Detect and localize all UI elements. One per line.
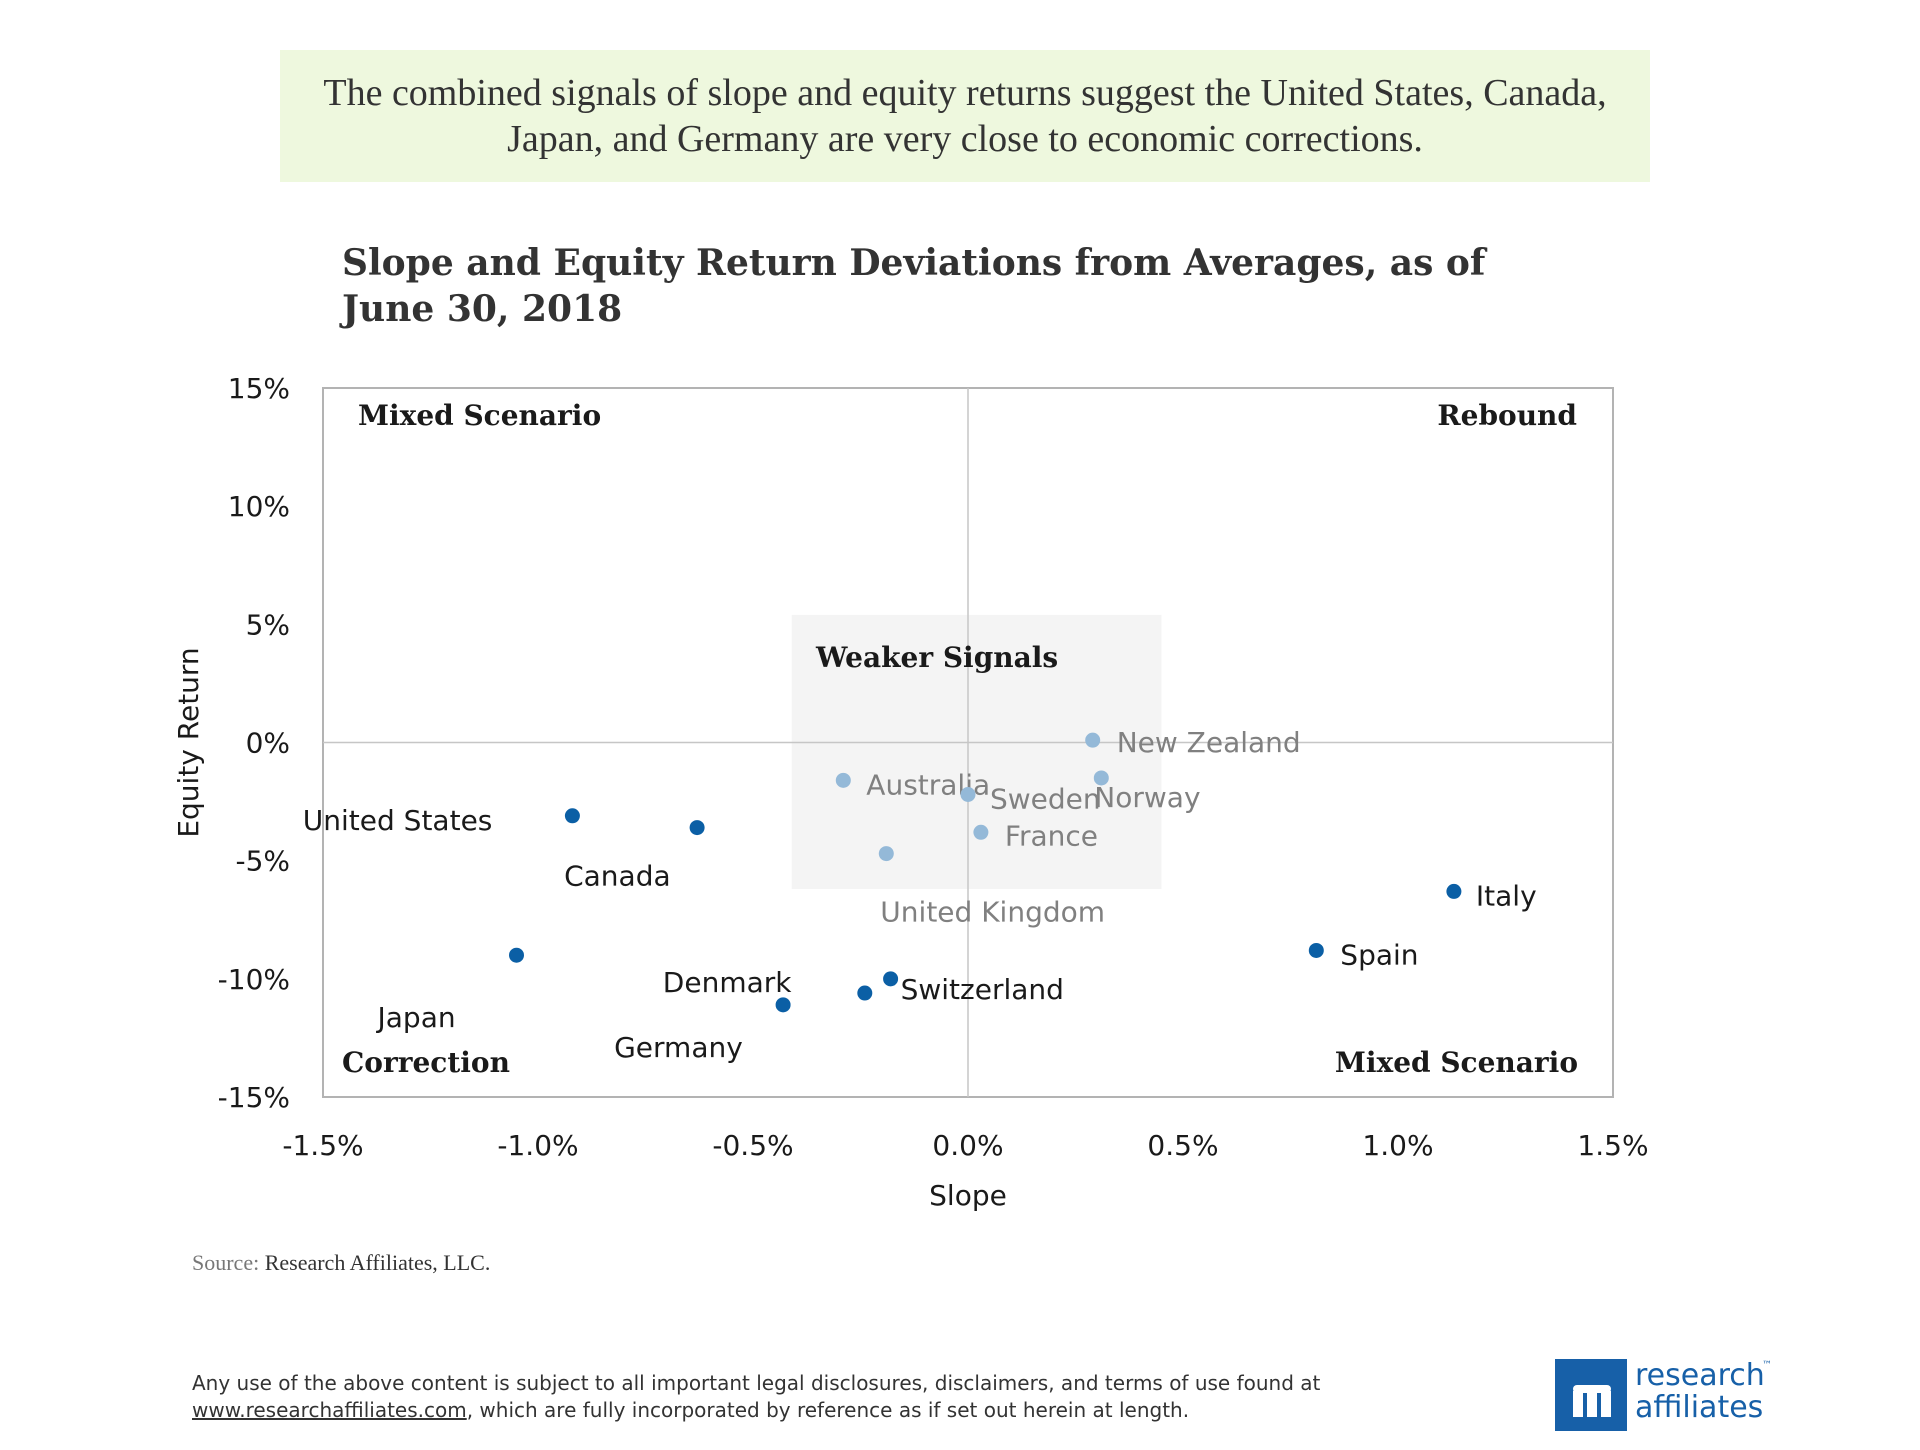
- point-australia: [835, 772, 851, 788]
- logo-word-affiliates: affiliates: [1635, 1390, 1764, 1425]
- point-switzerland: [883, 971, 899, 987]
- label-japan: Japan: [376, 1001, 456, 1034]
- x-tick-label: 1.0%: [1362, 1129, 1433, 1162]
- y-tick-label: 15%: [228, 372, 290, 405]
- legal-disclaimer: Any use of the above content is subject …: [192, 1370, 1392, 1424]
- point-united-kingdom: [878, 846, 894, 862]
- point-norway: [1093, 770, 1109, 786]
- label-germany: Germany: [614, 1031, 743, 1064]
- source-text: Research Affiliates, LLC.: [264, 1250, 491, 1275]
- x-tick-label: -1.5%: [282, 1129, 363, 1162]
- label-united-kingdom: United Kingdom: [880, 896, 1105, 929]
- label-france: France: [1005, 819, 1098, 852]
- point-united-states: [564, 808, 580, 824]
- label-switzerland: Switzerland: [901, 973, 1064, 1006]
- source-label: Source:: [192, 1250, 260, 1275]
- x-tick-label: 0.5%: [1147, 1129, 1218, 1162]
- research-affiliates-logo: research ™ affiliates: [1555, 1357, 1785, 1432]
- logo-trademark: ™: [1762, 1360, 1772, 1371]
- y-tick-label: 10%: [228, 490, 290, 523]
- point-italy: [1446, 883, 1462, 899]
- point-spain: [1308, 942, 1324, 958]
- y-axis-title: Equity Return: [172, 647, 205, 837]
- point-sweden: [960, 786, 976, 802]
- label-italy: Italy: [1476, 879, 1537, 912]
- source-note: Source: Research Affiliates, LLC.: [192, 1250, 490, 1276]
- label-united-states: United States: [303, 804, 493, 837]
- x-tick-label: 0.0%: [932, 1129, 1003, 1162]
- weak-signals-label: Weaker Signals: [815, 641, 1058, 674]
- label-norway: Norway: [1094, 781, 1200, 814]
- point-new-zealand: [1085, 732, 1101, 748]
- point-denmark: [857, 985, 873, 1001]
- y-tick-label: -10%: [218, 963, 290, 996]
- label-canada: Canada: [564, 860, 671, 893]
- quadrant-label-bottom-right: Mixed Scenario: [1335, 1046, 1578, 1079]
- logo-word-research: research: [1635, 1358, 1765, 1393]
- x-tick-label: 1.5%: [1577, 1129, 1648, 1162]
- summary-text: The combined signals of slope and equity…: [323, 72, 1607, 160]
- point-japan: [509, 947, 524, 963]
- x-tick-label: -0.5%: [712, 1129, 793, 1162]
- logo-mark-icon: [1555, 1359, 1627, 1431]
- y-tick-label: -15%: [218, 1081, 290, 1114]
- quadrant-label-top-left: Mixed Scenario: [358, 399, 601, 432]
- weak-signals-region: [791, 614, 1162, 890]
- disclaimer-link[interactable]: www.researchaffiliates.com: [192, 1398, 467, 1422]
- y-tick-label: -5%: [235, 845, 290, 878]
- x-axis-title: Slope: [929, 1179, 1007, 1212]
- label-spain: Spain: [1340, 938, 1418, 971]
- quadrant-label-bottom-left: Correction: [342, 1046, 510, 1079]
- point-canada: [689, 820, 705, 836]
- label-sweden: Sweden: [990, 782, 1101, 815]
- summary-banner: The combined signals of slope and equity…: [280, 50, 1650, 182]
- disclaimer-line2: , which are fully incorporated by refere…: [466, 1398, 1190, 1422]
- x-tick-label: -1.0%: [497, 1129, 578, 1162]
- y-tick-label: 0%: [246, 727, 290, 760]
- y-tick-label: 5%: [246, 608, 290, 641]
- point-france: [973, 824, 989, 840]
- label-denmark: Denmark: [663, 966, 792, 999]
- label-new-zealand: New Zealand: [1117, 726, 1301, 759]
- quadrant-label-top-right: Rebound: [1437, 399, 1577, 432]
- point-germany: [775, 997, 791, 1013]
- chart-title: Slope and Equity Return Deviations from …: [342, 242, 1486, 330]
- disclaimer-line1: Any use of the above content is subject …: [192, 1371, 1321, 1395]
